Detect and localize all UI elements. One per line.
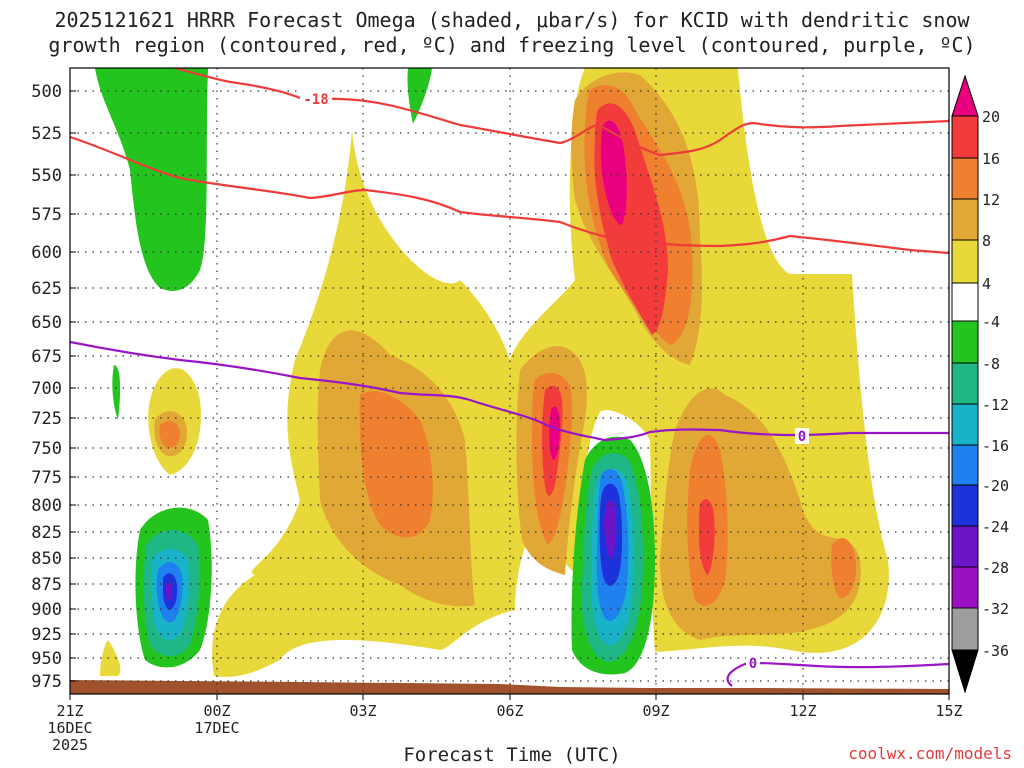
dgz-label: -18 [303,92,328,108]
omega-region-20-b [549,406,560,460]
dgz-lower-contour [70,135,949,255]
omega-region-neg4-c [112,365,121,420]
y-tick-label: 900 [31,600,62,620]
x-tick-label-date: 17DEC [194,719,239,737]
x-tick-label: 03Z [349,702,376,720]
colorbar-swatch [951,198,979,241]
colorbar-swatch [951,157,979,200]
omega-region-neg28 [604,500,617,560]
colorbar-swatch [951,525,979,568]
x-tick-label-date: 16DEC [47,719,92,737]
terrain-surface [70,680,949,694]
omega-region-12-e [831,537,857,599]
colorbar-label: -12 [982,396,1009,414]
y-tick-label: 950 [31,649,62,669]
chart-title-line-2: growth region (contoured, red, ºC) and f… [48,33,976,57]
y-tick-label: 875 [31,575,62,595]
omega-region-neg4-b [407,68,432,124]
y-tick-label: 700 [31,379,62,399]
contours [70,68,949,687]
colorbar-swatch [951,115,979,159]
omega-region-neg4 [95,68,208,291]
colorbar-swatch [951,362,979,405]
y-tick-label: 975 [31,672,62,692]
colorbar-label: -36 [982,642,1009,660]
omega-region-4-small-a [100,640,121,676]
x-tick-label: 12Z [789,702,816,720]
colorbar: 20 16 12 8 4 -4 -8 -12 -16 -20 -24 -28 -… [951,74,1009,694]
y-tick-label: 625 [31,279,62,299]
colorbar-swatch [951,320,979,364]
contour-labels: -18 0 0 [300,90,809,672]
source-link[interactable]: coolwx.com/models [848,744,1012,763]
colorbar-swatch [951,403,979,446]
y-tick-label: 500 [31,82,62,102]
x-tick-label-year: 2025 [52,736,88,754]
x-axis: 21Z 16DEC 2025 00Z 17DEC 03Z 06Z 09Z 12Z… [47,694,963,754]
y-tick-label: 825 [31,523,62,543]
y-tick-label: 850 [31,549,62,569]
x-axis-title: Forecast Time (UTC) [403,744,621,766]
y-tick-label: 525 [31,124,62,144]
y-tick-label: 925 [31,625,62,645]
omega-region-20 [600,120,627,225]
y-tick-label: 650 [31,313,62,333]
y-tick-label: 800 [31,496,62,516]
x-tick-label: 09Z [642,702,669,720]
colorbar-swatch [951,607,979,651]
colorbar-label: 4 [982,275,991,293]
colorbar-swatch [951,239,979,284]
colorbar-swatch [951,566,979,609]
y-tick-label: 600 [31,243,62,263]
colorbar-swatch [951,282,979,322]
colorbar-cap-bottom [951,649,979,694]
colorbar-label: 20 [982,108,1000,126]
colorbar-label: 8 [982,232,991,250]
chart-title-line-1: 2025121621 HRRR Forecast Omega (shaded, … [54,8,970,32]
y-tick-label: 750 [31,439,62,459]
omega-shading [70,68,949,694]
omega-region-12 [359,391,433,538]
omega-region-16-c [699,499,715,575]
colorbar-label: 16 [982,150,1000,168]
dgz-upper-contour [174,68,949,157]
y-tick-label: 725 [31,409,62,429]
x-tick-label: 00Z [203,702,230,720]
y-tick-label: 575 [31,205,62,225]
colorbar-label: -4 [982,313,1000,331]
colorbar-label: 12 [982,191,1000,209]
omega-region-neg28-b [165,582,172,601]
colorbar-label: -16 [982,437,1009,455]
colorbar-label: -20 [982,477,1009,495]
freezing-level-contour-surface [726,662,949,687]
freezing-level-contour [70,340,949,442]
y-tick-label: 550 [31,166,62,186]
x-tick-label: 21Z [56,702,83,720]
x-tick-label: 06Z [496,702,523,720]
colorbar-cap-top [951,74,979,117]
colorbar-label: -32 [982,600,1009,618]
y-axis: 500 525 550 575 600 625 650 675 700 725 … [31,82,76,692]
colorbar-label: -8 [982,355,1000,373]
x-tick-label: 15Z [935,702,962,720]
y-tick-label: 675 [31,347,62,367]
omega-region-12-f [159,420,180,448]
y-tick-label: 775 [31,468,62,488]
colorbar-swatch [951,484,979,527]
freezing-label-b: 0 [749,656,757,672]
freezing-label-a: 0 [798,429,806,445]
colorbar-swatch [951,444,979,486]
colorbar-label: -28 [982,559,1009,577]
colorbar-label: -24 [982,518,1009,536]
